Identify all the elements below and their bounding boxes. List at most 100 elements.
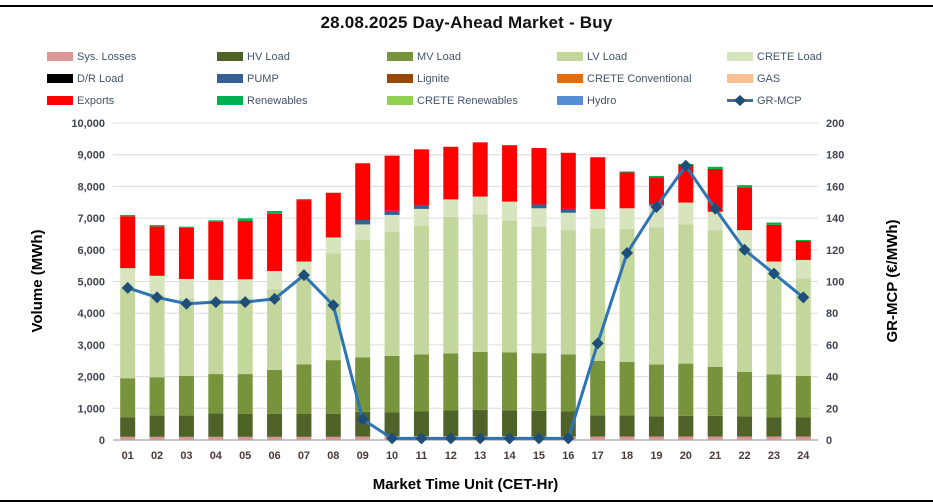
- right-axis-tick-160: 160: [826, 181, 844, 193]
- bar-segment-mv-load-h16: [560, 354, 576, 412]
- bar-segment-lv-load-h15: [531, 226, 547, 354]
- bar-segment-lv-load-h06: [267, 289, 283, 370]
- bar-h01: [120, 214, 136, 440]
- bar-segment-mv-load-h15: [531, 353, 547, 411]
- lv-load-swatch: [557, 52, 583, 61]
- bar-segment-crete-load-h14: [502, 201, 518, 221]
- x-axis-tick-01: 01: [122, 450, 134, 462]
- bar-segment-sys-losses-h20: [678, 436, 694, 440]
- x-axis-tick-18: 18: [621, 450, 633, 462]
- bar-segment-lv-load-h22: [737, 248, 753, 372]
- legend-label: Exports: [77, 94, 115, 107]
- right-axis-tick-120: 120: [826, 245, 844, 257]
- bar-segment-lv-load-h20: [678, 224, 694, 364]
- x-axis-title: Market Time Unit (CET-Hr): [373, 476, 559, 493]
- bar-segment-mv-load-h10: [384, 356, 400, 413]
- bar-segment-mv-load-h05: [237, 374, 253, 414]
- bar-segment-sys-losses-h22: [737, 436, 753, 440]
- right-axis-tick-60: 60: [826, 340, 838, 352]
- bar-h15: [531, 148, 547, 440]
- gr-mcp-marker-h17: [591, 337, 604, 350]
- bar-segment-hv-load-h21: [707, 415, 723, 437]
- bar-segment-exports-h10: [384, 155, 400, 211]
- gr-mcp-marker-h16: [562, 432, 575, 445]
- left-axis-tick-5000: 5,000: [77, 277, 105, 289]
- x-axis-tick-24: 24: [797, 450, 810, 462]
- legend-label: Lignite: [417, 72, 450, 85]
- mv-load-swatch: [387, 52, 413, 61]
- legend-label: MV Load: [417, 50, 462, 63]
- bar-segment-exports-h09: [355, 163, 371, 220]
- legend-label: CRETE Load: [757, 50, 822, 63]
- bar-segment-exports-h04: [208, 221, 224, 280]
- bar-h04: [208, 220, 224, 440]
- legend-item-renewables: Renewables: [217, 94, 387, 107]
- x-axis-tick-09: 09: [357, 450, 369, 462]
- bar-segment-mv-load-h14: [502, 352, 518, 411]
- left-axis-tick-8000: 8,000: [77, 181, 105, 193]
- bottom-border-line: [0, 500, 933, 502]
- gr-mcp-marker-h23: [767, 267, 780, 280]
- hydro-swatch: [557, 96, 583, 105]
- bar-h20: [678, 163, 694, 440]
- legend-label: GAS: [757, 72, 781, 85]
- legend-label: PUMP: [247, 72, 279, 85]
- bar-segment-hv-load-h05: [237, 414, 253, 437]
- left-axis-tick-10000: 10,000: [71, 118, 105, 130]
- right-axis-tick-0: 0: [826, 435, 832, 447]
- legend-item-crete-renewables: CRETE Renewables: [387, 94, 557, 107]
- bar-segment-crete-load-h06: [267, 271, 283, 290]
- bar-segment-exports-h14: [502, 145, 518, 202]
- x-axis-tick-02: 02: [151, 450, 163, 462]
- gr-mcp-marker-h21: [709, 202, 722, 215]
- gr-mcp-marker-h19: [650, 201, 663, 214]
- x-axis-tick-20: 20: [680, 450, 692, 462]
- bar-segment-exports-h08: [325, 192, 341, 238]
- bar-segment-pump-h10: [384, 210, 400, 215]
- bar-segment-renewables-h24: [795, 239, 811, 241]
- gr-mcp-line: [127, 164, 805, 440]
- bar-segment-renewables-h03: [178, 226, 194, 228]
- sys-losses-swatch: [47, 52, 73, 61]
- bar-segment-sys-losses-h23: [766, 436, 782, 440]
- bar-segment-sys-losses-h06: [267, 436, 283, 440]
- bar-h13: [472, 142, 488, 440]
- bar-segment-renewables-h01: [120, 214, 136, 217]
- bar-segment-exports-h05: [237, 220, 253, 280]
- legend-item-gas: GAS: [727, 72, 897, 85]
- bar-segment-hv-load-h23: [766, 417, 782, 437]
- x-axis-tick-11: 11: [416, 450, 428, 462]
- bar-segment-renewables-h06: [267, 210, 283, 214]
- legend-item-exports: Exports: [47, 94, 217, 107]
- crete-conventional-swatch: [557, 74, 583, 83]
- bar-segment-lv-load-h21: [707, 230, 723, 367]
- x-axis-tick-22: 22: [738, 450, 750, 462]
- bar-segment-mv-load-h09: [355, 357, 371, 412]
- bar-segment-hv-load-h01: [120, 417, 136, 437]
- bar-segment-crete-load-h20: [678, 202, 694, 225]
- left-axis-title: Volume (MWh): [29, 229, 46, 332]
- x-axis-tick-19: 19: [650, 450, 662, 462]
- bar-segment-renewables-h02: [149, 225, 165, 227]
- bar-segment-exports-h02: [149, 226, 165, 276]
- bar-segment-mv-load-h01: [120, 378, 136, 418]
- bar-segment-hv-load-h20: [678, 415, 694, 437]
- exports-swatch: [47, 96, 73, 105]
- bar-segment-crete-load-h09: [355, 224, 371, 240]
- bar-h10: [384, 155, 400, 440]
- right-axis-title: GR-MCP (€/MWh): [884, 219, 901, 342]
- bar-segment-crete-load-h04: [208, 279, 224, 300]
- bar-segment-hv-load-h08: [325, 413, 341, 437]
- legend-item-gr-mcp: GR-MCP: [727, 94, 897, 107]
- bar-segment-mv-load-h06: [267, 369, 283, 414]
- bar-segment-exports-h22: [737, 187, 753, 231]
- bar-segment-crete-load-h16: [560, 212, 576, 231]
- bar-segment-hv-load-h12: [443, 410, 459, 437]
- bar-segment-pump-h16: [560, 208, 576, 213]
- bar-h22: [737, 185, 753, 440]
- left-axis-tick-7000: 7,000: [77, 213, 105, 225]
- bar-segment-crete-load-h01: [120, 268, 136, 289]
- bar-segment-mv-load-h22: [737, 371, 753, 417]
